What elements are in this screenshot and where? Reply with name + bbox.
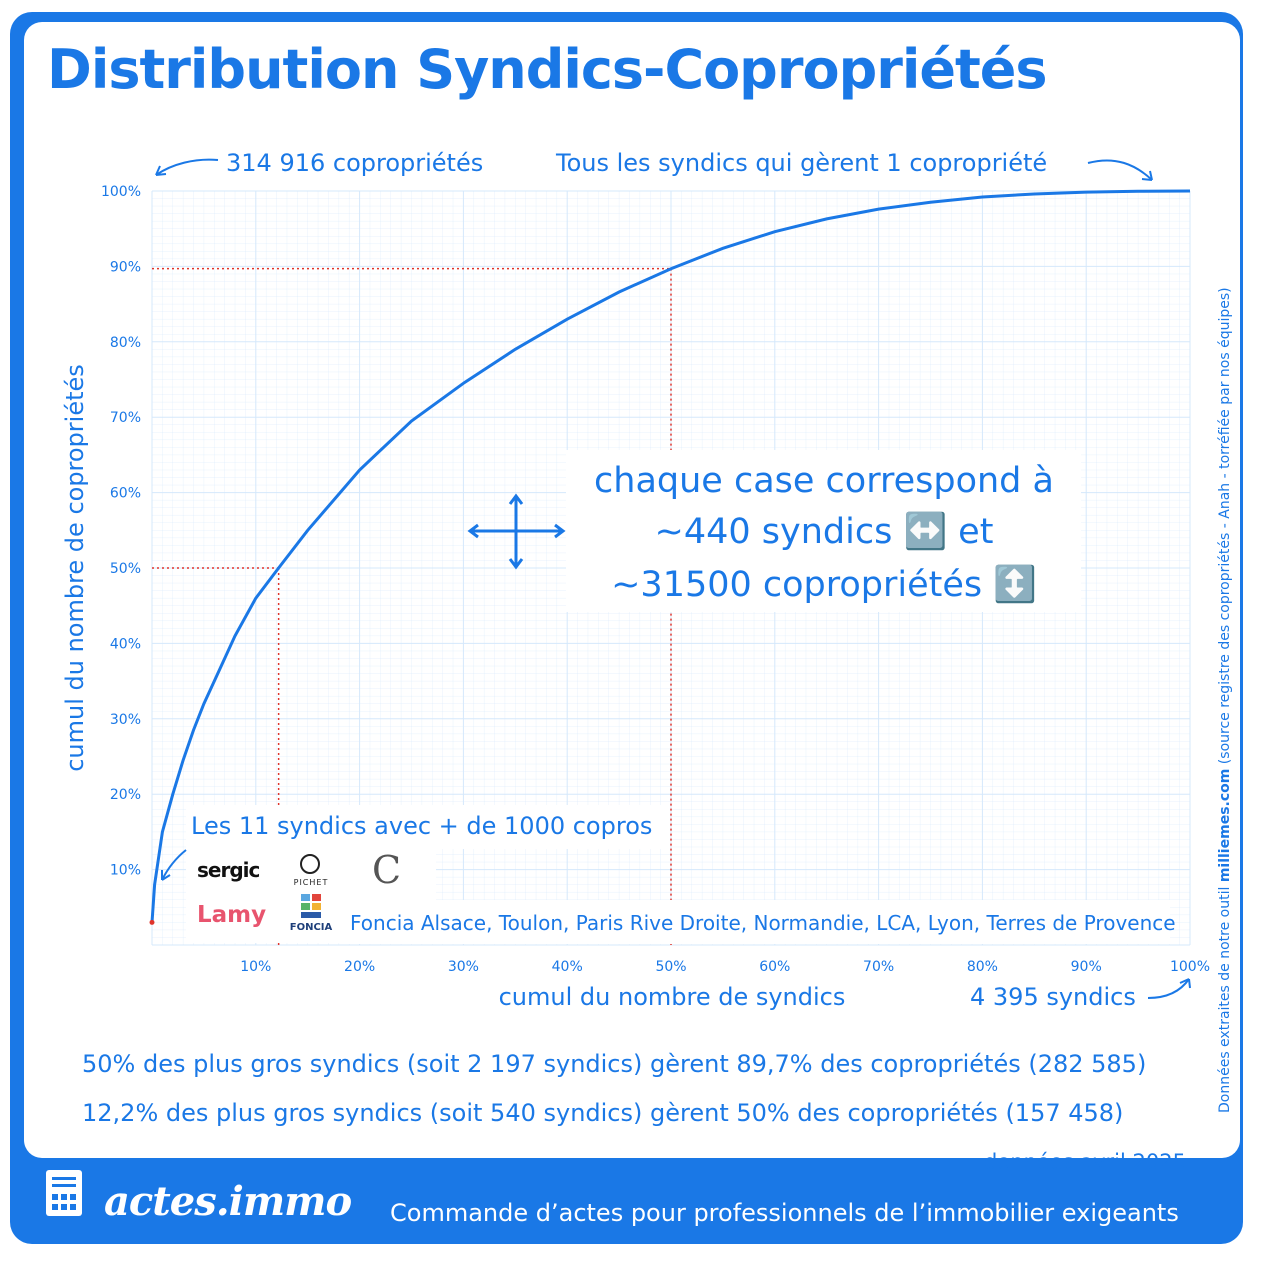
top-right-arrow [1087,159,1153,181]
y-tick-label: 30% [110,712,141,728]
move-arrows-icon [467,493,566,570]
y-axis-title: cumul du nombre de copropriétés [61,364,89,772]
x-tick-label: 30% [448,959,479,975]
stat-line-2: 12,2% des plus gros syndics (soit 540 sy… [82,1099,1124,1127]
footer-tagline: Commande d’actes pour professionnels de … [390,1199,1179,1227]
x-tick-label: 40% [552,959,583,975]
guide-lines [152,267,672,945]
y-tick-label: 10% [110,863,141,879]
x-axis-title: cumul du nombre de syndics [499,983,846,1011]
y-tick-label: 50% [110,561,141,577]
stat-line-1: 50% des plus gros syndics (soit 2 197 sy… [82,1050,1147,1078]
big-syndics-arrow [161,849,187,881]
x-tick-label: 70% [863,959,894,975]
x-tick-label: 50% [655,959,686,975]
x-tick-labels: 10% 20% 30% 40% 50% 60% 70% 80% 90% 100% [240,959,1210,975]
y-tick-label: 70% [110,410,141,426]
c-logo: C [372,848,402,892]
foncia-list: Foncia Alsace, Toulon, Paris Rive Droite… [350,911,1176,935]
lamy-logo: Lamy [197,902,267,928]
data-date: données avril 2025 [984,1150,1186,1174]
x-tick-label: 90% [1071,959,1102,975]
cell-annotation-box [566,450,1081,612]
cell-annotation-line2: ~440 syndics ↔️ et [655,511,994,552]
x-tick-label: 100% [1170,959,1210,975]
pichet-logo: PICHET [286,854,336,890]
x-tick-label: 60% [759,959,790,975]
top-right-annotation: Tous les syndics qui gèrent 1 copropriét… [555,149,1047,177]
sergic-logo: sergic [197,858,260,882]
top-left-arrow [155,158,219,176]
top-left-annotation: 314 916 copropriétés [226,149,483,177]
curve-start-dot [149,919,155,925]
big-syndics-title: Les 11 syndics avec + de 1000 copros [191,812,652,840]
y-tick-label: 100% [101,184,141,200]
cumulative-curve [150,189,1191,923]
foncia-logo: FONCIA [287,894,335,936]
source-note: Données extraites de notre outil milliem… [1217,287,1233,1113]
y-tick-label: 90% [110,259,141,275]
cell-annotation-line3: ~31500 copropriétés ↕️ [611,564,1037,605]
bottom-right-annotation: 4 395 syndics [970,983,1136,1011]
page-title: Distribution Syndics-Copropriétés [47,38,1048,101]
brand-logo[interactable]: actes.immo [104,1178,352,1225]
y-tick-label: 60% [110,486,141,502]
source-link[interactable]: milliemes.com [1217,768,1233,883]
building-document-icon [46,1170,82,1216]
y-tick-label: 20% [110,787,141,803]
y-tick-label: 80% [110,335,141,351]
bottom-right-arrow [1147,978,1190,999]
x-tick-label: 80% [967,959,998,975]
y-tick-labels: 10% 20% 30% 40% 50% 60% 70% 80% 90% 100% [101,184,141,879]
y-tick-label: 40% [110,636,141,652]
x-tick-label: 20% [344,959,375,975]
x-tick-label: 10% [240,959,271,975]
cell-annotation-line1: chaque case correspond à [594,461,1054,501]
